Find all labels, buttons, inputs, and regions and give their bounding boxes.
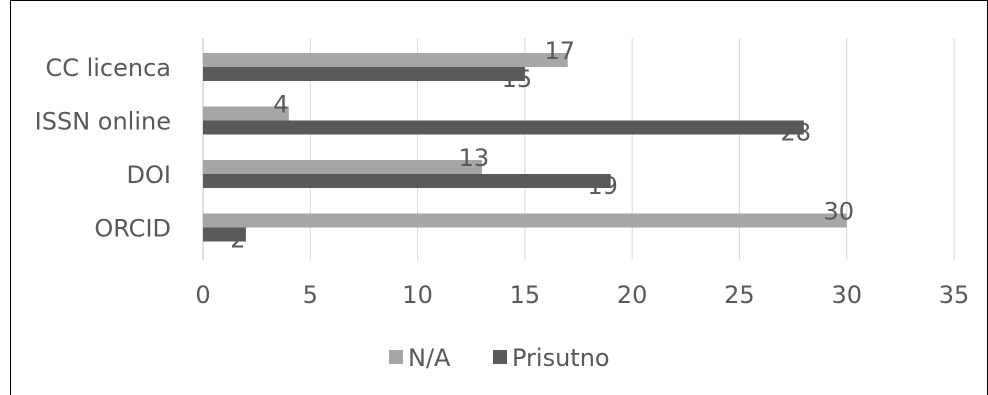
bar-prisutno-issn-online [203, 120, 804, 135]
data-label-prisutno-orcid: 2 [230, 226, 245, 254]
x-tick-label-30: 30 [831, 281, 862, 309]
data-label-n-a-issn-online: 4 [273, 91, 288, 119]
bar-prisutno-doi [203, 174, 611, 188]
data-labels: 17 15 4 28 13 19 30 2 [230, 37, 854, 254]
category-label-doi: DOI [127, 161, 171, 189]
bar-prisutno-cc-licenca [203, 67, 525, 81]
x-tick-label-0: 0 [195, 281, 210, 309]
data-label-n-a-cc-licenca: 17 [544, 37, 575, 65]
data-label-prisutno-cc-licenca: 15 [502, 65, 533, 93]
category-label-cc-licenca: CC licenca [45, 54, 171, 82]
legend-swatch-n-a [389, 350, 403, 364]
bar-n-a-doi [203, 160, 482, 174]
bar-n-a-issn-online [203, 106, 289, 121]
legend-swatch-prisutno [493, 350, 507, 364]
legend-label-n-a: N/A [408, 344, 451, 372]
data-label-n-a-orcid: 30 [823, 198, 854, 226]
x-tick-label-35: 35 [939, 281, 970, 309]
category-axis: CC licenca ISSN online DOI ORCID [35, 54, 171, 243]
bars [203, 53, 847, 242]
data-label-prisutno-doi: 19 [587, 172, 618, 200]
x-tick-label-10: 10 [402, 281, 433, 309]
legend: N/A Prisutno [389, 344, 610, 372]
bar-n-a-orcid [203, 213, 847, 228]
legend-label-prisutno: Prisutno [512, 344, 610, 372]
x-tick-label-15: 15 [510, 281, 541, 309]
x-tick-label-25: 25 [724, 281, 755, 309]
bar-n-a-cc-licenca [203, 53, 568, 67]
data-label-prisutno-issn-online: 28 [781, 119, 812, 147]
category-label-issn-online: ISSN online [35, 108, 171, 136]
x-tick-label-20: 20 [617, 281, 648, 309]
category-label-orcid: ORCID [94, 215, 171, 243]
value-axis: 0 5 10 15 20 25 30 35 [195, 281, 969, 309]
data-label-n-a-doi: 13 [459, 144, 490, 172]
bar-prisutno-orcid [203, 227, 246, 242]
x-tick-label-5: 5 [303, 281, 318, 309]
